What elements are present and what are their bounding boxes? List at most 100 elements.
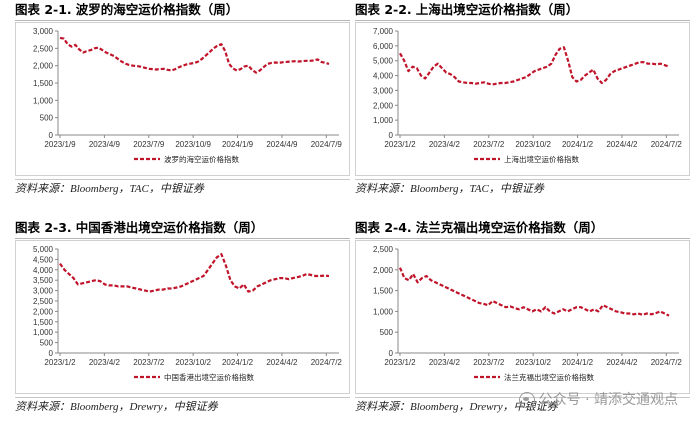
y-tick-label: 4,500 <box>33 255 54 264</box>
source-note: 资料来源：Bloomberg，Drewry，中银证券 <box>15 401 218 413</box>
x-tick-label: 2023/1/2 <box>44 358 76 367</box>
watermark-text: 公众号 · 靖添交通观点 <box>538 392 678 408</box>
y-tick-label: 2,500 <box>33 297 54 306</box>
x-tick-label: 2024/4/2 <box>606 140 638 149</box>
y-tick-label: 1,000 <box>33 96 54 105</box>
x-tick-label: 2024/7/9 <box>311 140 343 149</box>
y-tick-label: 2,500 <box>373 245 394 254</box>
x-tick-label: 2024/7/2 <box>651 140 683 149</box>
figure-title: 图表 2-1. 波罗的海空运价格指数（周） <box>15 0 350 20</box>
y-tick-label: 1,000 <box>373 307 394 316</box>
source-divider <box>15 397 350 398</box>
x-tick-label: 2024/4/2 <box>266 358 298 367</box>
x-tick-label: 2023/4/2 <box>89 358 121 367</box>
legend-label: 上海出境空运价格指数 <box>504 154 579 164</box>
x-tick-label: 2023/4/9 <box>89 140 121 149</box>
y-tick-label: 0 <box>49 131 54 140</box>
y-tick-label: 500 <box>40 114 54 123</box>
y-tick-label: 2,000 <box>373 101 394 110</box>
legend-label: 中国香港出境空运价格指数 <box>164 372 254 382</box>
figure-caption: 上海出境空运价格指数（周） <box>415 2 579 17</box>
figure-caption: 中国香港出境空运价格指数（周） <box>75 220 264 235</box>
figure-caption: 波罗的海空运价格指数（周） <box>75 2 239 17</box>
figure-title: 图表 2-4. 法兰克福出境空运价格指数（周） <box>355 218 690 238</box>
y-tick-label: 5,000 <box>373 57 394 66</box>
x-tick-label: 2023/10/9 <box>175 140 211 149</box>
y-tick-label: 2,000 <box>33 307 54 316</box>
legend-label: 法兰克福出境空运价格指数 <box>504 372 594 382</box>
y-tick-label: 7,000 <box>373 27 394 36</box>
y-tick-label: 3,000 <box>33 287 54 296</box>
x-tick-label: 2024/1/9 <box>222 140 254 149</box>
title-divider <box>15 20 350 21</box>
title-divider <box>15 238 350 239</box>
figure-number: 图表 2-3. <box>15 220 72 235</box>
chart-panel-2: 图表 2-2. 上海出境空运价格指数（周） 0 1,000 2,000 3,000 4,0… <box>355 0 690 200</box>
line-chart: 0 500 1,000 1,500 2,000 2,500 3,000 2023/1/9 202… <box>33 27 343 164</box>
y-tick-label: 1,500 <box>33 79 54 88</box>
plot-area: 0 500 1,000 1,500 2,000 2,500 3,000 2023/1/9 202… <box>15 22 350 176</box>
figure-title: 图表 2-3. 中国香港出境空运价格指数（周） <box>15 218 350 238</box>
y-tick-label: 3,500 <box>33 276 54 285</box>
x-tick-label: 2023/7/2 <box>473 358 505 367</box>
figure-number: 图表 2-1. <box>15 2 72 17</box>
figure-number: 图表 2-4. <box>355 220 412 235</box>
source-divider <box>15 179 350 180</box>
chart-panel-3: 图表 2-3. 中国香港出境空运价格指数（周） 0 500 1,000 1,500 2,0… <box>15 218 350 418</box>
y-tick-label: 1,000 <box>373 116 394 125</box>
series-line <box>59 36 330 74</box>
y-tick-label: 1,000 <box>33 328 54 337</box>
x-tick-label: 2023/7/2 <box>473 140 505 149</box>
x-tick-label: 2023/1/2 <box>384 140 416 149</box>
x-tick-label: 2023/10/2 <box>175 358 211 367</box>
y-tick-label: 2,000 <box>33 62 54 71</box>
title-divider <box>355 20 690 21</box>
source-note: 资料来源：Bloomberg，TAC，中银证券 <box>15 183 204 195</box>
x-tick-label: 2023/7/9 <box>133 140 165 149</box>
source-note: 资料来源：Bloomberg，TAC，中银证券 <box>355 183 544 195</box>
y-tick-label: 3,000 <box>373 86 394 95</box>
wechat-icon <box>518 392 535 408</box>
y-tick-label: 500 <box>40 339 54 348</box>
y-tick-label: 4,000 <box>33 266 54 275</box>
x-tick-label: 2024/4/9 <box>266 140 298 149</box>
x-tick-label: 2024/7/2 <box>651 358 683 367</box>
y-tick-label: 5,000 <box>33 245 54 254</box>
watermark: 公众号 · 靖添交通观点 <box>518 390 678 410</box>
series-line <box>398 267 670 317</box>
y-tick-label: 2,000 <box>373 266 394 275</box>
x-tick-label: 2024/1/2 <box>562 358 594 367</box>
y-tick-label: 4,000 <box>373 72 394 81</box>
line-chart: 0 500 1,000 1,500 2,000 2,500 2023/1/2 2023/4/2… <box>373 245 683 382</box>
x-tick-label: 2023/4/2 <box>429 140 461 149</box>
x-tick-label: 2024/1/2 <box>562 140 594 149</box>
y-tick-label: 500 <box>380 328 394 337</box>
x-tick-label: 2023/4/2 <box>429 358 461 367</box>
chart-panel-4: 图表 2-4. 法兰克福出境空运价格指数（周） 0 500 1,000 1,500 2,0… <box>355 218 690 418</box>
y-tick-label: 0 <box>389 349 394 358</box>
x-tick-label: 2023/1/2 <box>384 358 416 367</box>
series-line <box>59 253 330 293</box>
figure-caption: 法兰克福出境空运价格指数（周） <box>415 220 604 235</box>
legend-label: 波罗的海空运价格指数 <box>164 154 239 164</box>
figure-number: 图表 2-2. <box>355 2 412 17</box>
y-tick-label: 0 <box>389 131 394 140</box>
line-chart: 0 1,000 2,000 3,000 4,000 5,000 6,000 7,000 2023… <box>373 27 683 164</box>
y-tick-label: 1,500 <box>373 287 394 296</box>
chart-panel-1: 图表 2-1. 波罗的海空运价格指数（周） 0 500 1,000 1,500 2,000… <box>15 0 350 200</box>
title-divider <box>355 238 690 239</box>
x-tick-label: 2024/7/2 <box>311 358 343 367</box>
x-tick-label: 2023/7/2 <box>133 358 165 367</box>
y-tick-label: 1,500 <box>33 318 54 327</box>
x-tick-label: 2024/1/2 <box>222 358 254 367</box>
x-tick-label: 2023/1/9 <box>44 140 76 149</box>
x-tick-label: 2023/10/2 <box>515 358 551 367</box>
y-tick-label: 0 <box>49 349 54 358</box>
plot-area: 0 500 1,000 1,500 2,000 2,500 2023/1/2 2023/4/2… <box>355 240 690 394</box>
x-tick-label: 2023/10/2 <box>515 140 551 149</box>
x-tick-label: 2024/4/2 <box>606 358 638 367</box>
figure-title: 图表 2-2. 上海出境空运价格指数（周） <box>355 0 690 20</box>
source-note: 资料来源：Bloomberg，Drewry，中银证券 <box>355 401 558 413</box>
y-tick-label: 3,000 <box>33 27 54 36</box>
